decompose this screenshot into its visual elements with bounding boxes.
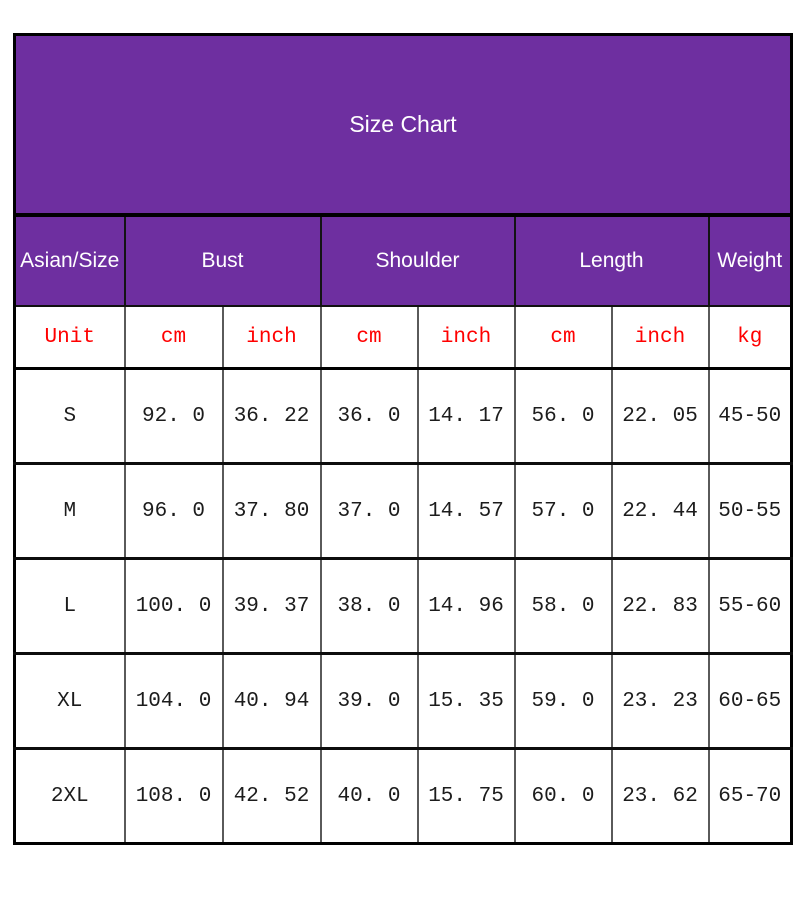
title-row: Size Chart <box>14 34 792 217</box>
data-cell: 36. 22 <box>221 368 322 465</box>
data-cell: 57. 0 <box>513 463 613 560</box>
data-cell: 14. 57 <box>416 463 516 560</box>
header-shoulder: Shoulder <box>319 215 516 307</box>
data-cell: 39. 0 <box>319 653 419 750</box>
data-cell: 45-50 <box>707 368 793 465</box>
data-cell: 104. 0 <box>123 653 224 750</box>
unit-cell: kg <box>707 306 793 370</box>
size-label-cell: XL <box>13 653 126 750</box>
data-cell: 58. 0 <box>513 558 613 655</box>
unit-label-cell: Unit <box>13 306 126 370</box>
data-cell: 100. 0 <box>123 558 224 655</box>
data-cell: 22. 44 <box>610 463 710 560</box>
table-row-m: M 96. 0 37. 80 37. 0 14. 57 57. 0 22. 44… <box>13 463 793 560</box>
data-cell: 60. 0 <box>513 748 613 845</box>
data-cell: 42. 52 <box>221 748 322 845</box>
size-chart-title: Size Chart <box>14 34 792 217</box>
data-cell: 65-70 <box>707 748 793 845</box>
data-cell: 14. 96 <box>416 558 516 655</box>
data-cell: 15. 75 <box>416 748 516 845</box>
data-cell: 22. 83 <box>610 558 710 655</box>
column-header-row: Asian/Size Bust Shoulder Length Weight <box>13 215 793 307</box>
header-asian-size: Asian/Size <box>13 215 126 307</box>
unit-cell: inch <box>416 306 516 370</box>
data-cell: 55-60 <box>707 558 793 655</box>
unit-cell: inch <box>610 306 710 370</box>
data-cell: 59. 0 <box>513 653 613 750</box>
data-cell: 37. 80 <box>221 463 322 560</box>
unit-cell: cm <box>319 306 419 370</box>
data-cell: 56. 0 <box>513 368 613 465</box>
unit-cell: inch <box>221 306 322 370</box>
unit-cell: cm <box>123 306 224 370</box>
data-cell: 96. 0 <box>123 463 224 560</box>
table-row-l: L 100. 0 39. 37 38. 0 14. 96 58. 0 22. 8… <box>13 558 793 655</box>
table-row-s: S 92. 0 36. 22 36. 0 14. 17 56. 0 22. 05… <box>13 368 793 465</box>
unit-row: Unit cm inch cm inch cm inch kg <box>13 306 793 370</box>
size-label-cell: M <box>13 463 126 560</box>
data-cell: 38. 0 <box>319 558 419 655</box>
data-cell: 92. 0 <box>123 368 224 465</box>
header-weight: Weight <box>707 215 793 307</box>
size-label-cell: S <box>13 368 126 465</box>
size-chart-table: Size Chart Asian/Size Bust Shoulder Leng… <box>13 33 793 845</box>
data-cell: 36. 0 <box>319 368 419 465</box>
size-label-cell: L <box>13 558 126 655</box>
data-cell: 14. 17 <box>416 368 516 465</box>
data-cell: 40. 94 <box>221 653 322 750</box>
header-length: Length <box>513 215 710 307</box>
data-cell: 37. 0 <box>319 463 419 560</box>
table-row-2xl: 2XL 108. 0 42. 52 40. 0 15. 75 60. 0 23.… <box>13 748 793 845</box>
data-cell: 40. 0 <box>319 748 419 845</box>
header-bust: Bust <box>123 215 322 307</box>
data-cell: 108. 0 <box>123 748 224 845</box>
data-cell: 39. 37 <box>221 558 322 655</box>
data-cell: 23. 23 <box>610 653 710 750</box>
unit-cell: cm <box>513 306 613 370</box>
data-cell: 50-55 <box>707 463 793 560</box>
data-cell: 15. 35 <box>416 653 516 750</box>
data-cell: 23. 62 <box>610 748 710 845</box>
data-cell: 22. 05 <box>610 368 710 465</box>
table-row-xl: XL 104. 0 40. 94 39. 0 15. 35 59. 0 23. … <box>13 653 793 750</box>
data-cell: 60-65 <box>707 653 793 750</box>
size-label-cell: 2XL <box>13 748 126 845</box>
